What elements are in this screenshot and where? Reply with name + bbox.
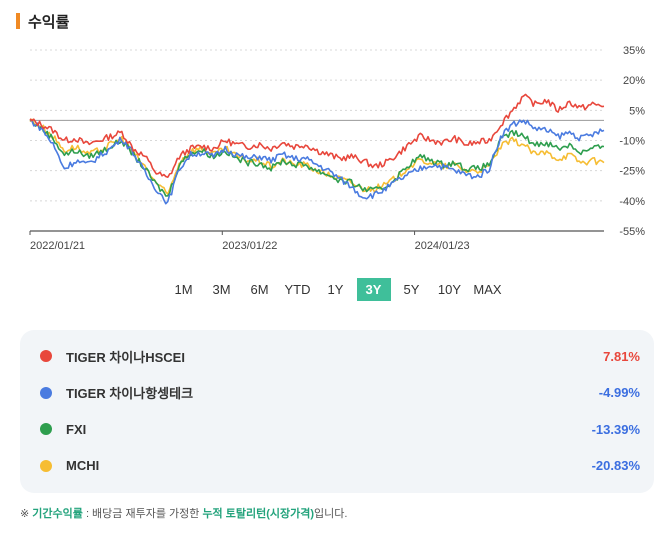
period-button-max[interactable]: MAX bbox=[473, 282, 502, 297]
legend-return-value: -13.39% bbox=[591, 421, 640, 437]
legend-fund-name: TIGER 차이나HSCEI bbox=[66, 349, 185, 365]
legend-return-value: -4.99% bbox=[598, 385, 640, 400]
footnote-term: 기간수익률 bbox=[32, 508, 83, 520]
x-tick-label: 2023/01/22 bbox=[222, 240, 277, 252]
returns-line-chart: 35% 20% 5% -10% -25% -40% -55% 2022/01/21 2023/0… bbox=[29, 45, 645, 252]
returns-legend-panel: TIGER 차이나HSCEI 7.81% TIGER 차이나항셍테크 -4.99% FX… bbox=[20, 330, 654, 493]
series-line bbox=[29, 119, 605, 197]
footnote-middle: : 배당금 재투자를 가정한 bbox=[82, 508, 203, 520]
legend-row: MCHI -20.83% bbox=[40, 454, 640, 478]
x-tick-label: 2024/01/23 bbox=[415, 240, 470, 252]
legend-color-dot bbox=[40, 350, 52, 362]
footnote-suffix: 입니다. bbox=[314, 508, 348, 520]
x-tick-label: 2022/01/21 bbox=[30, 240, 85, 252]
series-line bbox=[29, 118, 605, 195]
period-button-5y[interactable]: 5Y bbox=[403, 282, 420, 297]
y-tick-label: -40% bbox=[619, 196, 645, 208]
footnote-prefix: ※ bbox=[20, 508, 33, 520]
y-tick-label: 20% bbox=[623, 75, 645, 87]
section-header: 수익률 bbox=[16, 10, 69, 32]
legend-row: TIGER 차이나HSCEI 7.81% bbox=[40, 344, 640, 368]
legend-color-dot bbox=[40, 423, 52, 435]
period-button-10y[interactable]: 10Y bbox=[437, 282, 462, 297]
period-button-3m[interactable]: 3M bbox=[212, 282, 231, 297]
period-selector: 1M 3M 6M YTD 1Y 3Y 5Y 10Y MAX bbox=[0, 278, 671, 301]
legend-row: TIGER 차이나항셍테크 -4.99% bbox=[40, 381, 640, 405]
legend-color-dot bbox=[40, 459, 52, 472]
legend-return-value: 7.81% bbox=[603, 348, 640, 364]
series-line bbox=[29, 93, 605, 178]
legend-color-dot bbox=[40, 386, 52, 399]
period-button-3y[interactable]: 3Y bbox=[356, 278, 391, 301]
y-tick-label: 35% bbox=[623, 45, 645, 57]
y-tick-label: 5% bbox=[629, 105, 645, 117]
footnote: ※ 기간수익률 : 배당금 재투자를 가정한 누적 토탈리턴(시장가격)입니다. bbox=[20, 505, 347, 521]
section-title: 수익률 bbox=[28, 13, 70, 31]
footnote-highlight: 누적 토탈리턴(시장가격) bbox=[202, 508, 315, 520]
legend-fund-name: FXI bbox=[66, 421, 87, 437]
y-tick-label: -10% bbox=[619, 136, 645, 148]
period-button-1m[interactable]: 1M bbox=[174, 282, 193, 297]
y-tick-label: -55% bbox=[619, 226, 645, 238]
series-line bbox=[29, 119, 605, 205]
period-button-1y[interactable]: 1Y bbox=[327, 282, 344, 297]
legend-row: FXI -13.39% bbox=[40, 417, 640, 441]
y-tick-label: -25% bbox=[619, 166, 645, 178]
period-button-ytd[interactable]: YTD bbox=[284, 282, 311, 297]
header-accent-bar bbox=[16, 13, 20, 29]
period-button-6m[interactable]: 6M bbox=[250, 282, 269, 297]
legend-fund-name: TIGER 차이나항셍테크 bbox=[66, 386, 194, 401]
legend-return-value: -20.83% bbox=[591, 458, 640, 473]
legend-fund-name: MCHI bbox=[66, 458, 100, 473]
